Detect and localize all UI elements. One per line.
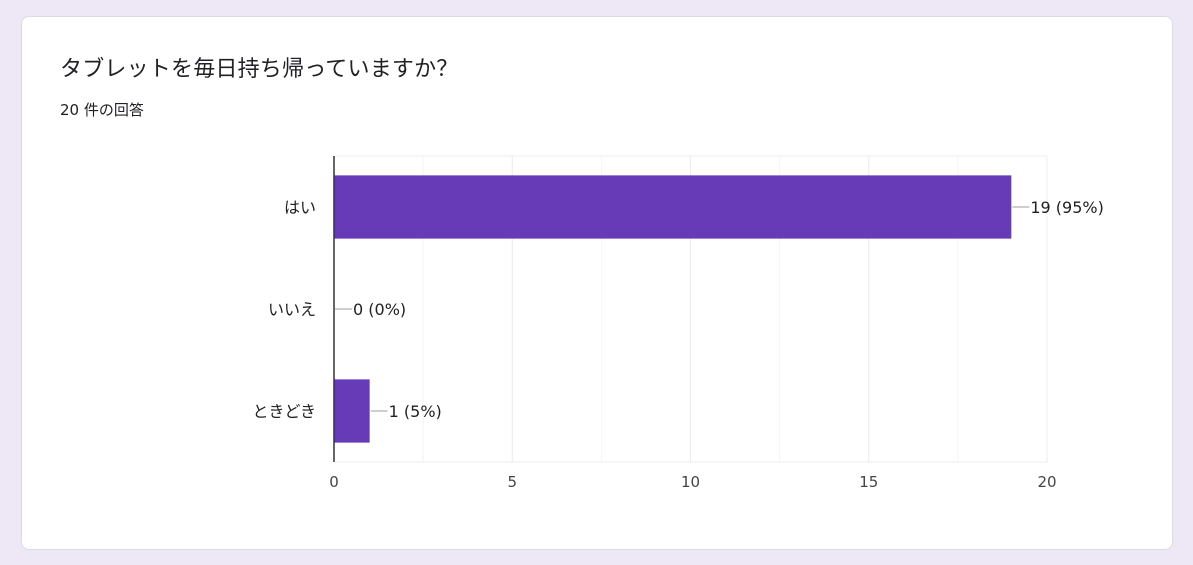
x-tick-label: 10 [681, 473, 700, 491]
data-label: 0 (0%) [353, 300, 406, 319]
x-tick-label: 5 [507, 473, 517, 491]
bar [334, 175, 1012, 239]
question-title: タブレットを毎日持ち帰っていますか？ [60, 57, 459, 82]
x-tick-label: 15 [859, 473, 878, 491]
category-label: ときどき [252, 402, 316, 421]
x-tick-label: 0 [329, 473, 339, 491]
category-label: はい [284, 198, 316, 217]
data-label: 1 (5%) [389, 402, 442, 421]
response-count: 20 件の回答 [60, 101, 144, 119]
category-label: いいえ [268, 300, 316, 319]
response-summary-card: タブレットを毎日持ち帰っていますか？ 20 件の回答 [21, 16, 1173, 550]
x-tick-label: 20 [1037, 473, 1056, 491]
bar [334, 379, 370, 443]
data-label: 19 (95%) [1030, 198, 1104, 217]
